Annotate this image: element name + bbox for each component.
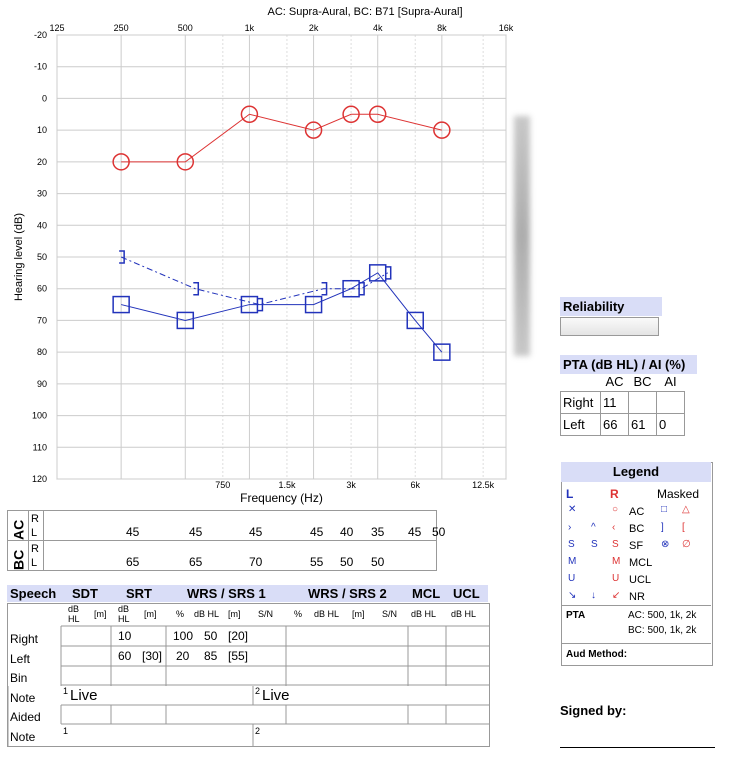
bottom-tick-label: 3k bbox=[346, 480, 356, 490]
legend-l: L bbox=[566, 487, 574, 501]
ac-label: AC bbox=[7, 510, 29, 541]
pta-left-label: Left bbox=[560, 412, 601, 436]
bottom-tick-label: 6k bbox=[410, 480, 420, 490]
data-point-square bbox=[112, 295, 130, 314]
reliability-title: Reliability bbox=[560, 297, 662, 316]
legend-masked: Masked bbox=[657, 487, 700, 501]
data-point-square bbox=[368, 264, 387, 282]
y-tick-label: 90 bbox=[37, 379, 47, 389]
legend-r: R bbox=[610, 487, 619, 501]
top-tick-label: 8k bbox=[437, 23, 447, 33]
pta-left-ai: 0 bbox=[656, 412, 685, 436]
y-tick-label: 70 bbox=[37, 315, 47, 325]
bottom-tick-label: 750 bbox=[215, 480, 230, 490]
bc-values: 65 65 70 55 50 50 bbox=[43, 540, 437, 571]
data-point-circle bbox=[342, 105, 360, 124]
bc-label: BC bbox=[7, 540, 29, 571]
speech-grid-lines bbox=[8, 625, 489, 746]
speech-header: Speech SDT SRT WRS / SRS 1 WRS / SRS 2 M… bbox=[7, 585, 488, 602]
y-tick-label: 100 bbox=[32, 411, 47, 421]
speech-row-labels: Right Left Bin Note Aided Note bbox=[10, 632, 41, 744]
y-tick-label: 50 bbox=[37, 252, 47, 262]
pta-left-bc: 61 bbox=[628, 412, 657, 436]
data-point-circle bbox=[112, 153, 130, 171]
top-tick-label: 500 bbox=[178, 23, 193, 33]
chart-title: AC: Supra-Aural, BC: B71 [Supra-Aural] bbox=[267, 6, 463, 18]
data-point-bracket bbox=[321, 281, 328, 296]
legend-aud-method: Aud Method: bbox=[566, 649, 628, 660]
legend-title: Legend bbox=[561, 462, 711, 482]
data-point-circle bbox=[304, 121, 323, 139]
top-tick-label: 4k bbox=[373, 23, 383, 33]
legend-pta-ac: AC: 500, 1k, 2k bbox=[628, 610, 697, 621]
pta-table: AC BC AI Right 11 Left 66 61 0 bbox=[560, 373, 685, 436]
data-point-circle bbox=[176, 153, 195, 171]
data-point-bracket bbox=[119, 250, 125, 264]
series-line bbox=[121, 113, 442, 163]
y-tick-label: 110 bbox=[33, 442, 47, 452]
legend-pta-label: PTA bbox=[566, 610, 586, 621]
y-tick-label: -20 bbox=[34, 30, 47, 40]
pta-right-label: Right bbox=[560, 390, 601, 414]
data-point-square bbox=[406, 311, 424, 330]
data-point-bracket bbox=[385, 266, 392, 280]
y-tick-label: 60 bbox=[37, 284, 47, 294]
reliability-field[interactable] bbox=[560, 317, 659, 336]
data-point-square bbox=[433, 343, 451, 361]
y-tick-label: 30 bbox=[37, 189, 47, 199]
bottom-tick-label: 1.5k bbox=[278, 480, 296, 490]
pta-right-ac: 11 bbox=[600, 390, 629, 414]
top-tick-label: 250 bbox=[114, 23, 129, 33]
data-point-square bbox=[304, 295, 323, 314]
data-point-square bbox=[176, 311, 195, 330]
y-tick-label: -10 bbox=[34, 62, 47, 72]
top-tick-label: 1k bbox=[245, 23, 255, 33]
series-line bbox=[120, 256, 388, 306]
pta-right-bc bbox=[628, 390, 657, 414]
legend-pta-bc: BC: 500, 1k, 2k bbox=[628, 625, 697, 636]
pta-right-ai bbox=[656, 390, 685, 414]
top-tick-label: 2k bbox=[309, 23, 319, 33]
data-point-circle bbox=[433, 121, 451, 139]
y-tick-label: 0 bbox=[42, 93, 47, 103]
legend-row-labels: AC BC SF MCL UCL NR bbox=[629, 506, 653, 603]
pta-title: PTA (dB HL) / AI (%) bbox=[560, 355, 697, 374]
y-axis-label: Hearing level (dB) bbox=[13, 213, 25, 301]
data-point-circle bbox=[368, 105, 387, 124]
top-tick-label: 125 bbox=[49, 23, 64, 33]
y-tick-label: 40 bbox=[37, 220, 47, 230]
y-tick-label: 80 bbox=[37, 347, 47, 357]
data-point-bracket bbox=[359, 281, 365, 296]
pta-left-ac: 66 bbox=[600, 412, 629, 436]
y-tick-label: 20 bbox=[37, 157, 47, 167]
bottom-tick-label: 12.5k bbox=[472, 480, 495, 490]
speech-grid: dB HL [m] dB HL [m] % dB HL [m] S/N % dB… bbox=[7, 603, 490, 747]
signed-by-label: Signed by: bbox=[560, 703, 627, 718]
data-point-circle bbox=[240, 105, 259, 124]
data-point-bracket bbox=[257, 297, 264, 312]
x-axis-label: Frequency (Hz) bbox=[240, 491, 323, 505]
top-tick-label: 16k bbox=[499, 23, 514, 33]
y-tick-label: 10 bbox=[37, 125, 47, 135]
y-tick-label: 120 bbox=[32, 474, 47, 484]
blurred-region bbox=[514, 116, 530, 356]
ac-values: 45 45 45 45 40 35 45 50 bbox=[43, 510, 445, 541]
signature-line bbox=[560, 747, 715, 748]
data-point-bracket bbox=[193, 281, 200, 296]
